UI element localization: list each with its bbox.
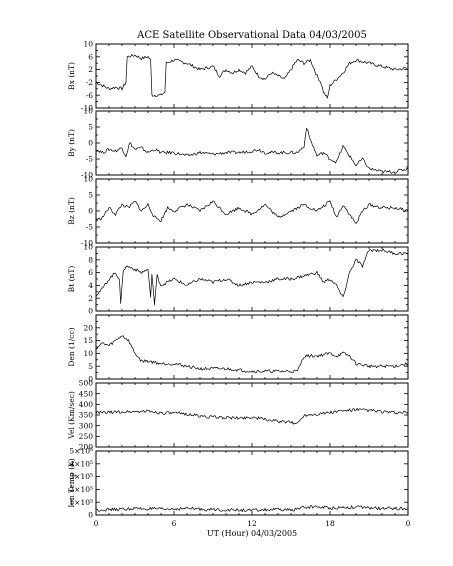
y-tick-label-temp: 2×10⁵ — [69, 485, 93, 494]
y-tick-label-bx: -2 — [86, 78, 94, 87]
series-line-by — [95, 128, 409, 174]
y-tick-label-bx: -10 — [81, 104, 93, 113]
panel-by: -10 -5 0 5 10 By (nT) — [67, 107, 409, 180]
y-axis-label-vel: Vel (Km/sec) — [67, 391, 76, 440]
y-tick-label-temp: 4×10⁵ — [69, 459, 93, 468]
y-tick-label-temp: 1×10⁵ — [69, 498, 93, 507]
series-line-temp — [95, 505, 409, 513]
y-tick-label-by: 0 — [88, 139, 93, 148]
y-tick-label-bx: 2 — [88, 65, 93, 74]
x-axis-label: UT (Hour) 04/03/2005 — [207, 529, 297, 538]
y-tick-label-by: 10 — [83, 107, 93, 116]
y-tick-label-bz: -10 — [81, 239, 93, 248]
series-line-vel — [95, 407, 409, 425]
y-tick-label-vel: 500 — [79, 379, 94, 388]
panel-bx: -10 -6 -2 2 6 10 Bx (nT) — [67, 40, 409, 113]
panel-frame-bt — [95, 246, 409, 312]
y-tick-label-temp: 5×10⁵ — [69, 447, 93, 456]
x-axis: 0 6 12 18 0 — [94, 519, 411, 528]
y-tick-label-den: 10 — [83, 349, 93, 358]
panel-temp: 0 1×10⁵ 2×10⁵ 3×10⁵ 4×10⁵ 5×10⁵ Ion Temp (K) — [67, 447, 409, 520]
panel-den: 0 5 10 15 20 Den (1/cc) — [67, 314, 409, 384]
y-tick-label-by: -5 — [86, 155, 94, 164]
y-tick-label-temp: 3×10⁵ — [69, 472, 93, 481]
y-axis-label-bx: Bx (nT) — [67, 62, 76, 90]
y-tick-label-bt: 6 — [88, 268, 93, 277]
y-tick-label-vel: 400 — [79, 400, 94, 409]
panel-frame-bx — [95, 43, 409, 109]
series-line-bt — [95, 248, 409, 306]
y-axis-label-by: By (nT) — [67, 129, 76, 157]
y-tick-label-bz: 10 — [83, 175, 93, 184]
y-tick-label-temp: 0 — [88, 511, 93, 520]
y-tick-label-den: 0 — [88, 375, 93, 384]
panel-frame-den — [95, 314, 409, 380]
series-line-bx — [95, 53, 409, 99]
y-tick-label-vel: 350 — [79, 411, 94, 420]
y-axis-label-bt: Bt (nT) — [67, 266, 76, 293]
y-tick-label-bt: 4 — [88, 281, 93, 290]
chart-title: ACE Satellite Observational Data 04/03/2… — [136, 30, 367, 41]
y-tick-label-vel: 450 — [79, 389, 94, 398]
y-axis-label-bz: Bz (nT) — [67, 197, 76, 225]
y-tick-label-bt: 0 — [88, 307, 93, 316]
y-tick-label-den: 5 — [88, 362, 93, 371]
panel-frame-by — [95, 110, 409, 176]
series-line-bz — [95, 200, 409, 224]
panel-bz: -10 -5 0 5 10 Bz (nT) — [67, 175, 409, 248]
y-tick-label-den: 15 — [83, 336, 93, 345]
y-tick-label-den: 20 — [83, 323, 93, 332]
x-tick-label: 0 — [406, 519, 411, 528]
y-tick-label-bz: 0 — [88, 207, 93, 216]
panels: -10 -6 -2 2 6 10 Bx (nT) -10 -5 0 5 10 By (nT) -10 -5 0… — [67, 40, 409, 520]
y-tick-label-bx: -6 — [86, 91, 94, 100]
panel-frame-vel — [95, 382, 409, 448]
y-tick-label-bt: 8 — [88, 255, 93, 264]
y-tick-label-vel: 300 — [79, 421, 94, 430]
y-tick-label-bz: -5 — [86, 223, 94, 232]
x-tick-label: 0 — [94, 519, 99, 528]
panel-frame-temp — [95, 450, 409, 516]
y-tick-label-by: -10 — [81, 171, 93, 180]
y-tick-label-bt: 2 — [88, 294, 93, 303]
y-tick-label-vel: 200 — [79, 443, 94, 452]
y-axis-label-den: Den (1/cc) — [67, 327, 76, 366]
y-tick-label-bz: 5 — [88, 191, 93, 200]
y-tick-label-vel: 250 — [79, 432, 94, 441]
panel-frame-bz — [95, 178, 409, 244]
y-tick-label-by: 5 — [88, 123, 93, 132]
y-tick-label-bx: 10 — [83, 40, 93, 49]
y-axis-label-temp: Ion Temp (K) — [67, 458, 76, 507]
x-tick-label: 12 — [247, 519, 257, 528]
y-tick-label-bx: 6 — [88, 52, 93, 61]
series-line-den — [95, 335, 409, 374]
y-tick-label-bt: 10 — [83, 243, 93, 252]
x-tick-label: 18 — [325, 519, 335, 528]
x-tick-label: 6 — [172, 519, 177, 528]
panel-bt: 0 2 4 6 8 10 Bt (nT) — [67, 243, 409, 316]
